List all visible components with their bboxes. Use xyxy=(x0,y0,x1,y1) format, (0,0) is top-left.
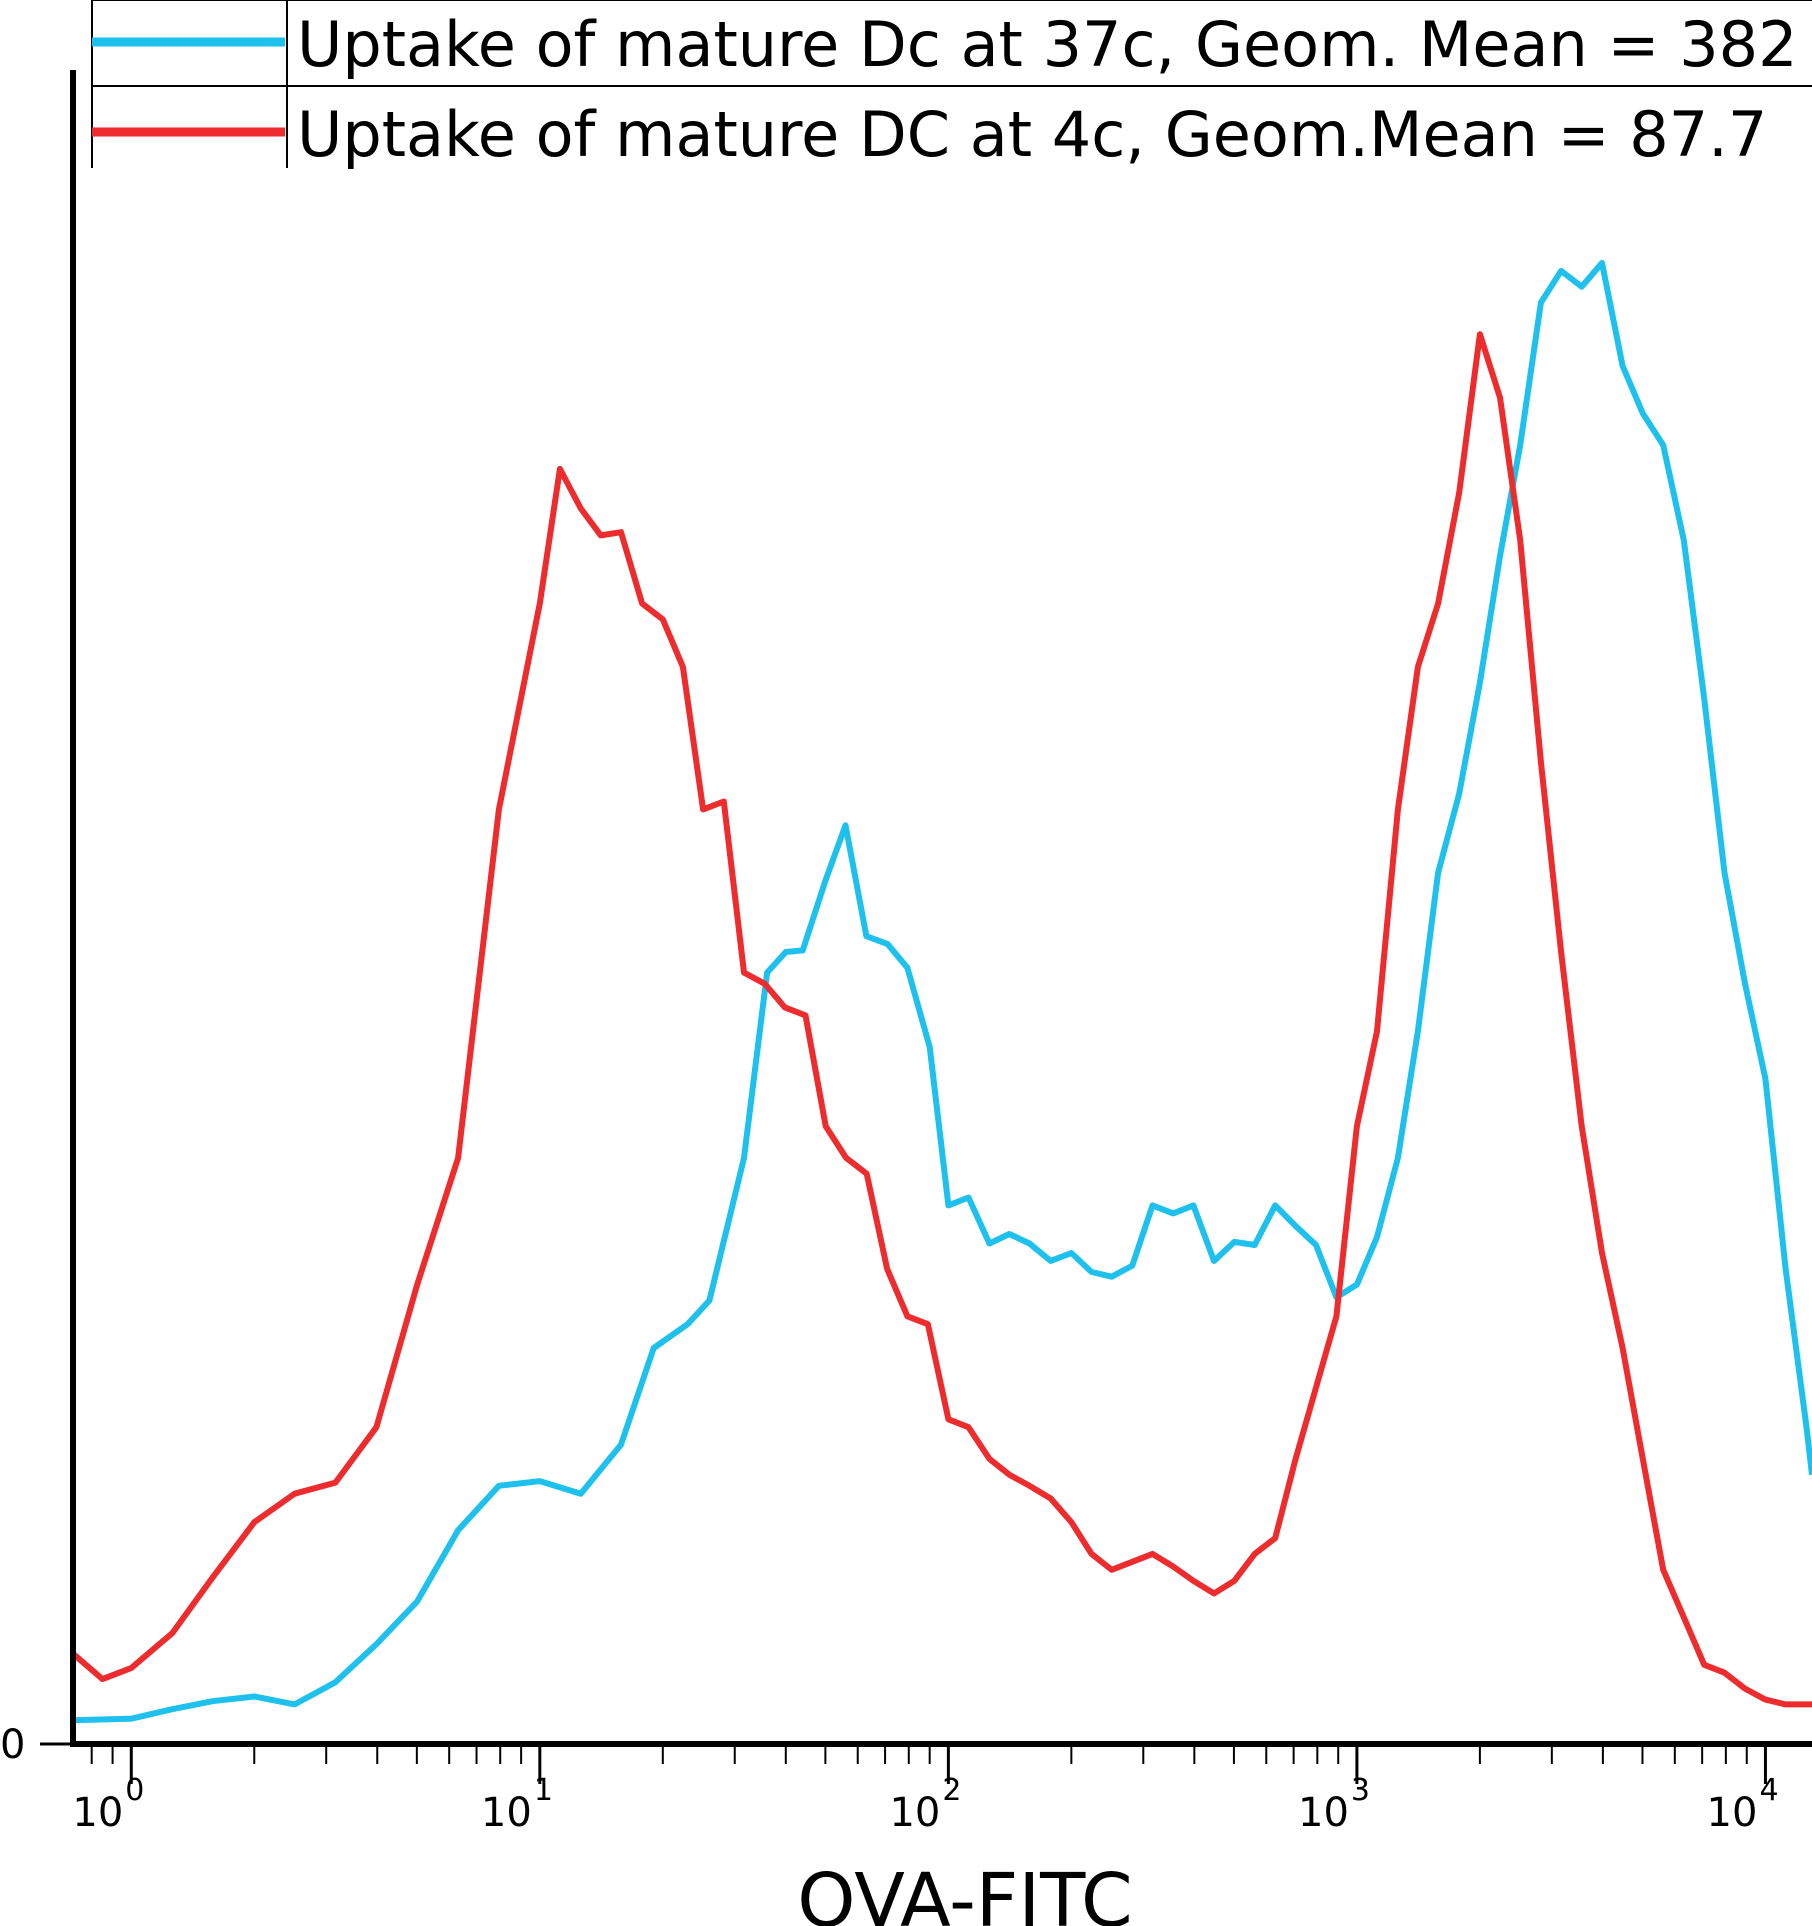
x-tick-label: 10 4 xyxy=(1707,1773,1779,1836)
x-tick-base: 10 xyxy=(1298,1790,1349,1836)
x-tick-base: 10 xyxy=(72,1790,123,1836)
legend-label-4c: Uptake of mature DC at 4c, Geom.Mean = 8… xyxy=(297,98,1767,171)
x-tick-base: 10 xyxy=(1707,1790,1758,1836)
plot-area: 0 10 0 10 1 10 2 10 3 10 4 OVA-FITC xyxy=(0,70,1812,1926)
x-axis-label: OVA-FITC xyxy=(797,1858,1132,1926)
x-tick-base: 10 xyxy=(889,1790,940,1836)
series-layer xyxy=(71,260,1812,1724)
x-tick-exponent: 4 xyxy=(1759,1773,1778,1808)
series-line-1 xyxy=(71,331,1812,1708)
x-tick-label: 10 1 xyxy=(481,1773,553,1836)
x-tick-label: 10 0 xyxy=(72,1773,144,1836)
x-tick-exponent: 1 xyxy=(534,1773,553,1808)
y-tick-label-zero: 0 xyxy=(0,1722,25,1768)
x-tick-base: 10 xyxy=(481,1790,532,1836)
legend: Uptake of mature Dc at 37c, Geom. Mean =… xyxy=(91,0,1812,171)
x-ticks xyxy=(90,1744,1767,1784)
x-tick-exponent: 0 xyxy=(125,1773,144,1808)
legend-label-37c: Uptake of mature Dc at 37c, Geom. Mean =… xyxy=(297,8,1798,81)
x-tick-exponent: 3 xyxy=(1351,1773,1370,1808)
x-tick-label: 10 3 xyxy=(1298,1773,1370,1836)
x-tick-exponent: 2 xyxy=(942,1773,961,1808)
x-tick-labels: 10 0 10 1 10 2 10 3 10 4 xyxy=(72,1773,1778,1836)
x-tick-label: 10 2 xyxy=(889,1773,961,1836)
series-line-0 xyxy=(72,260,1812,1724)
